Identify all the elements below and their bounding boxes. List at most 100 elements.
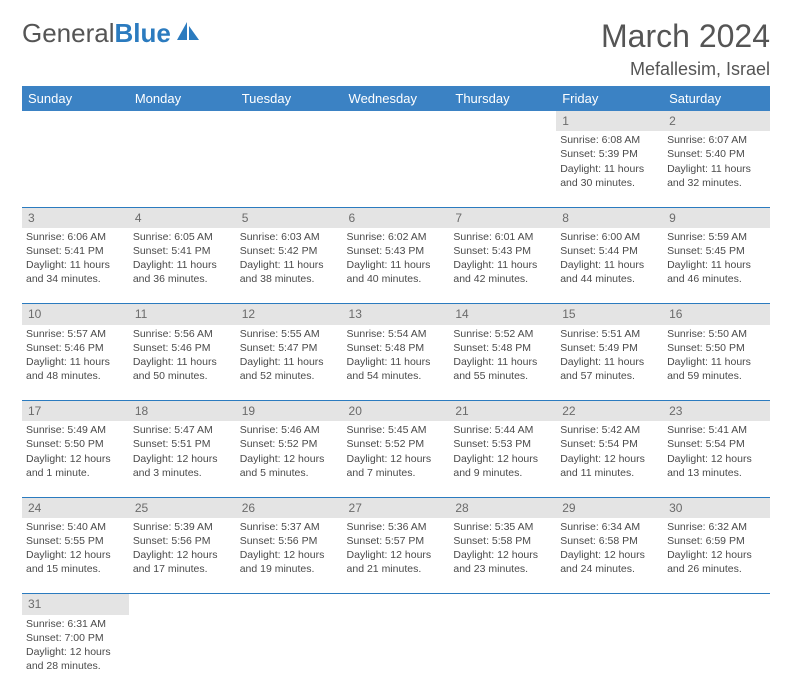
day-number: 30 <box>663 497 770 518</box>
sunrise-text: Sunrise: 5:50 AM <box>667 327 766 341</box>
day-cell: Sunrise: 5:57 AMSunset: 5:46 PMDaylight:… <box>22 325 129 401</box>
daylight-text: Daylight: 11 hours and 59 minutes. <box>667 355 766 383</box>
day-number: 14 <box>449 304 556 325</box>
day-header: Tuesday <box>236 86 343 111</box>
day-cell <box>449 615 556 691</box>
daylight-text: Daylight: 12 hours and 15 minutes. <box>26 548 125 576</box>
daylight-text: Daylight: 12 hours and 26 minutes. <box>667 548 766 576</box>
day-cell: Sunrise: 5:35 AMSunset: 5:58 PMDaylight:… <box>449 518 556 594</box>
daylight-text: Daylight: 12 hours and 1 minute. <box>26 452 125 480</box>
day-cell <box>556 615 663 691</box>
sunrise-text: Sunrise: 6:01 AM <box>453 230 552 244</box>
sunrise-text: Sunrise: 5:42 AM <box>560 423 659 437</box>
sunset-text: Sunset: 5:44 PM <box>560 244 659 258</box>
sunset-text: Sunset: 7:00 PM <box>26 631 125 645</box>
day-number: 28 <box>449 497 556 518</box>
day-number: 1 <box>556 111 663 131</box>
sunrise-text: Sunrise: 5:49 AM <box>26 423 125 437</box>
sunset-text: Sunset: 5:46 PM <box>26 341 125 355</box>
day-row: Sunrise: 6:06 AMSunset: 5:41 PMDaylight:… <box>22 228 770 304</box>
day-cell: Sunrise: 5:45 AMSunset: 5:52 PMDaylight:… <box>343 421 450 497</box>
day-cell: Sunrise: 5:36 AMSunset: 5:57 PMDaylight:… <box>343 518 450 594</box>
sunrise-text: Sunrise: 6:00 AM <box>560 230 659 244</box>
day-cell: Sunrise: 6:01 AMSunset: 5:43 PMDaylight:… <box>449 228 556 304</box>
day-row: Sunrise: 6:31 AMSunset: 7:00 PMDaylight:… <box>22 615 770 691</box>
day-cell: Sunrise: 5:41 AMSunset: 5:54 PMDaylight:… <box>663 421 770 497</box>
day-cell: Sunrise: 6:06 AMSunset: 5:41 PMDaylight:… <box>22 228 129 304</box>
sunrise-text: Sunrise: 5:37 AM <box>240 520 339 534</box>
day-number: 7 <box>449 207 556 228</box>
daynum-row: 12 <box>22 111 770 131</box>
sunset-text: Sunset: 5:55 PM <box>26 534 125 548</box>
sunset-text: Sunset: 5:54 PM <box>560 437 659 451</box>
daylight-text: Daylight: 11 hours and 38 minutes. <box>240 258 339 286</box>
sail-icon <box>175 20 201 47</box>
day-header: Sunday <box>22 86 129 111</box>
day-cell: Sunrise: 5:39 AMSunset: 5:56 PMDaylight:… <box>129 518 236 594</box>
day-header: Thursday <box>449 86 556 111</box>
day-number <box>129 111 236 131</box>
sunrise-text: Sunrise: 5:47 AM <box>133 423 232 437</box>
daylight-text: Daylight: 12 hours and 11 minutes. <box>560 452 659 480</box>
daylight-text: Daylight: 11 hours and 36 minutes. <box>133 258 232 286</box>
sunset-text: Sunset: 5:39 PM <box>560 147 659 161</box>
day-cell: Sunrise: 6:03 AMSunset: 5:42 PMDaylight:… <box>236 228 343 304</box>
day-row: Sunrise: 5:49 AMSunset: 5:50 PMDaylight:… <box>22 421 770 497</box>
day-number <box>343 111 450 131</box>
sunrise-text: Sunrise: 5:52 AM <box>453 327 552 341</box>
day-number: 21 <box>449 401 556 422</box>
day-number: 25 <box>129 497 236 518</box>
calendar-table: SundayMondayTuesdayWednesdayThursdayFrid… <box>22 86 770 691</box>
daylight-text: Daylight: 11 hours and 46 minutes. <box>667 258 766 286</box>
daylight-text: Daylight: 11 hours and 54 minutes. <box>347 355 446 383</box>
daynum-row: 3456789 <box>22 207 770 228</box>
sunrise-text: Sunrise: 5:40 AM <box>26 520 125 534</box>
daylight-text: Daylight: 11 hours and 32 minutes. <box>667 162 766 190</box>
daylight-text: Daylight: 11 hours and 42 minutes. <box>453 258 552 286</box>
day-number: 4 <box>129 207 236 228</box>
sunrise-text: Sunrise: 6:34 AM <box>560 520 659 534</box>
day-number: 16 <box>663 304 770 325</box>
sunset-text: Sunset: 5:50 PM <box>26 437 125 451</box>
day-number: 6 <box>343 207 450 228</box>
sunset-text: Sunset: 6:58 PM <box>560 534 659 548</box>
sunrise-text: Sunrise: 5:54 AM <box>347 327 446 341</box>
sunrise-text: Sunrise: 5:59 AM <box>667 230 766 244</box>
sunset-text: Sunset: 5:48 PM <box>453 341 552 355</box>
day-cell <box>129 131 236 207</box>
day-cell <box>129 615 236 691</box>
day-cell: Sunrise: 5:56 AMSunset: 5:46 PMDaylight:… <box>129 325 236 401</box>
day-number: 12 <box>236 304 343 325</box>
sunset-text: Sunset: 5:56 PM <box>133 534 232 548</box>
day-cell: Sunrise: 5:46 AMSunset: 5:52 PMDaylight:… <box>236 421 343 497</box>
day-cell: Sunrise: 5:52 AMSunset: 5:48 PMDaylight:… <box>449 325 556 401</box>
sunset-text: Sunset: 5:49 PM <box>560 341 659 355</box>
sunrise-text: Sunrise: 6:07 AM <box>667 133 766 147</box>
sunset-text: Sunset: 5:42 PM <box>240 244 339 258</box>
daylight-text: Daylight: 11 hours and 55 minutes. <box>453 355 552 383</box>
sunrise-text: Sunrise: 5:41 AM <box>667 423 766 437</box>
day-cell: Sunrise: 5:50 AMSunset: 5:50 PMDaylight:… <box>663 325 770 401</box>
day-number: 27 <box>343 497 450 518</box>
day-header: Saturday <box>663 86 770 111</box>
day-number: 13 <box>343 304 450 325</box>
day-header-row: SundayMondayTuesdayWednesdayThursdayFrid… <box>22 86 770 111</box>
day-number: 3 <box>22 207 129 228</box>
logo: GeneralBlue <box>22 18 201 49</box>
day-cell <box>22 131 129 207</box>
daylight-text: Daylight: 12 hours and 5 minutes. <box>240 452 339 480</box>
sunrise-text: Sunrise: 5:44 AM <box>453 423 552 437</box>
sunrise-text: Sunrise: 5:57 AM <box>26 327 125 341</box>
day-cell <box>663 615 770 691</box>
daynum-row: 10111213141516 <box>22 304 770 325</box>
daylight-text: Daylight: 12 hours and 7 minutes. <box>347 452 446 480</box>
sunrise-text: Sunrise: 5:51 AM <box>560 327 659 341</box>
day-cell <box>449 131 556 207</box>
daylight-text: Daylight: 11 hours and 50 minutes. <box>133 355 232 383</box>
day-number: 11 <box>129 304 236 325</box>
sunset-text: Sunset: 5:58 PM <box>453 534 552 548</box>
daylight-text: Daylight: 12 hours and 28 minutes. <box>26 645 125 673</box>
day-cell: Sunrise: 5:49 AMSunset: 5:50 PMDaylight:… <box>22 421 129 497</box>
daylight-text: Daylight: 11 hours and 40 minutes. <box>347 258 446 286</box>
daylight-text: Daylight: 11 hours and 44 minutes. <box>560 258 659 286</box>
